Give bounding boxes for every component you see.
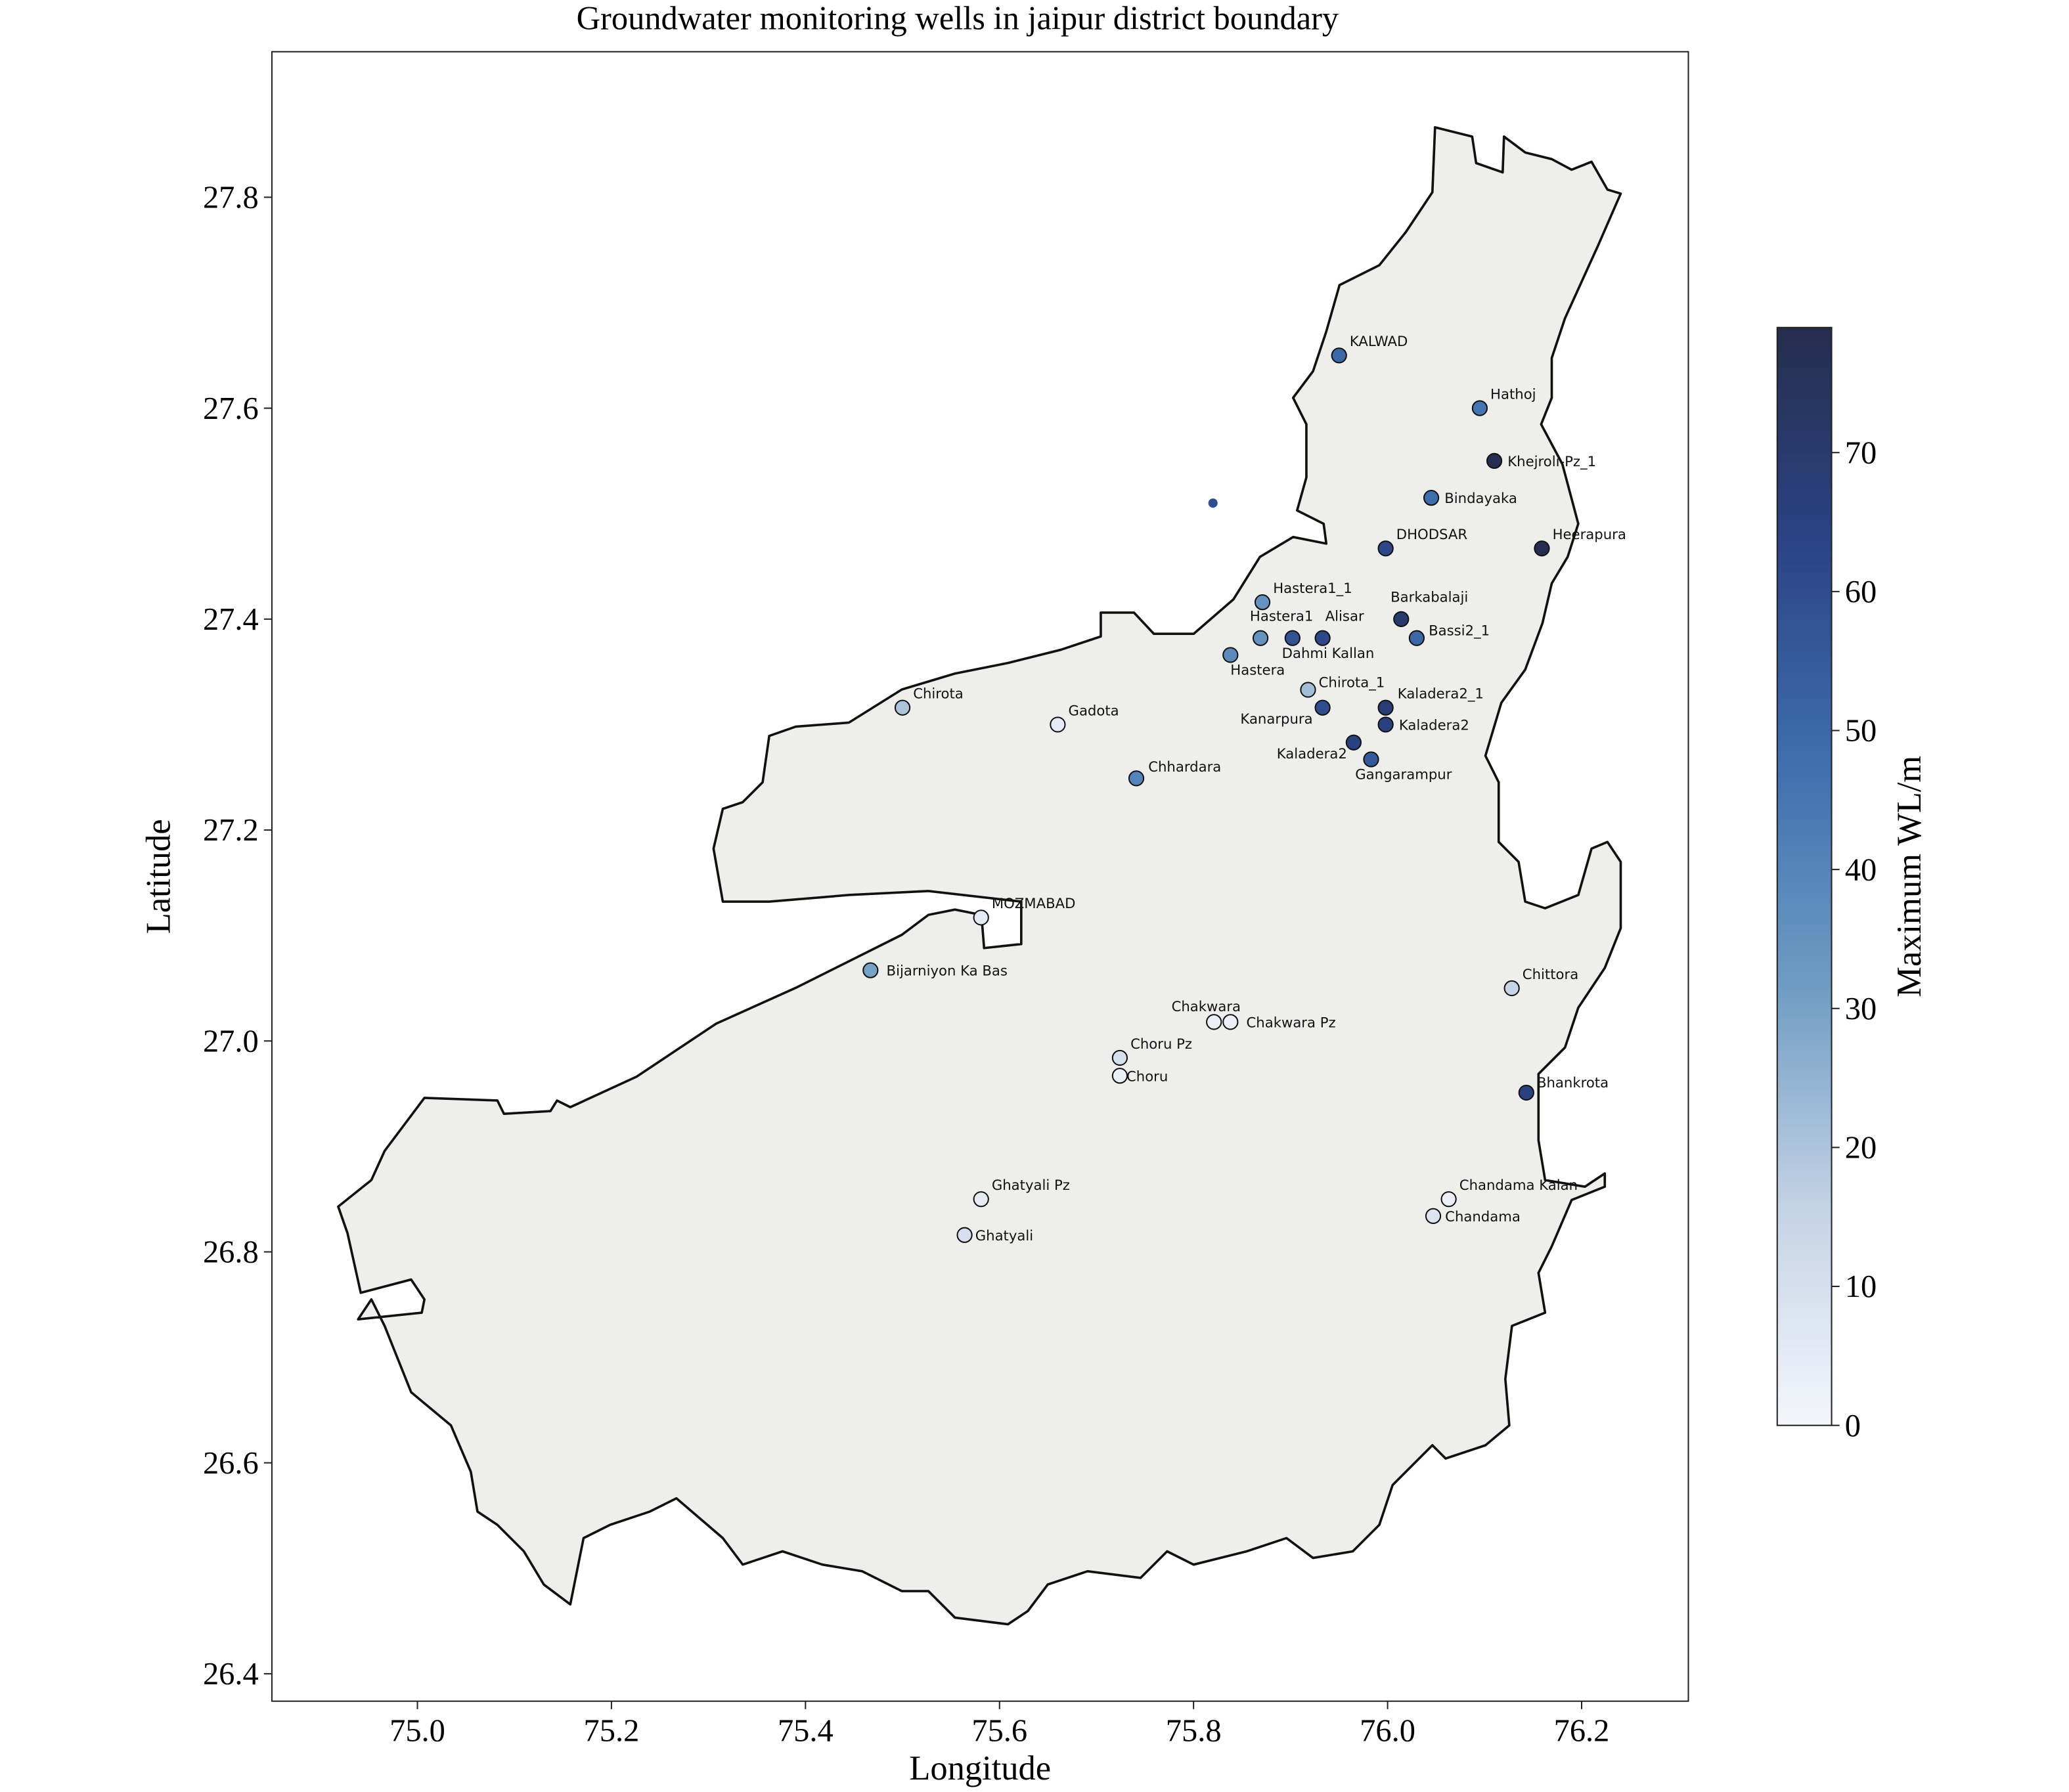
- colorbar-tick-label: 0: [1845, 1409, 1861, 1443]
- chart-title: Groundwater monitoring wells in jaipur d…: [577, 0, 1339, 36]
- well-point: [973, 1191, 989, 1208]
- well-label: Bhankrota: [1537, 1074, 1609, 1091]
- well-label: Chirota: [913, 686, 964, 702]
- well-point: [1425, 1208, 1442, 1224]
- well-point: [862, 962, 879, 978]
- x-tick-label: 76.0: [1360, 1713, 1415, 1748]
- well-point: [1423, 490, 1440, 506]
- well-point: [1208, 498, 1218, 508]
- well-label: Gadota: [1069, 702, 1119, 718]
- well-point: [1222, 647, 1239, 663]
- well-point: [1111, 1049, 1128, 1066]
- colorbar-tick-label: 30: [1845, 992, 1877, 1026]
- well-label: Kanarpura: [1240, 710, 1312, 727]
- x-tick-label: 75.6: [971, 1713, 1027, 1748]
- well-point: [1128, 770, 1145, 787]
- well-label: Choru Pz: [1130, 1036, 1192, 1052]
- well-label: Bindayaka: [1444, 490, 1517, 506]
- well-point: [1111, 1068, 1128, 1084]
- well-point: [1314, 699, 1331, 716]
- well-label: Ghatyali: [975, 1227, 1033, 1244]
- colorbar-tick-label: 40: [1845, 852, 1877, 887]
- well-point: [1284, 630, 1301, 646]
- y-tick-label: 26.8: [203, 1235, 259, 1270]
- well-label: Choru: [1126, 1068, 1168, 1084]
- well-point: [1393, 611, 1410, 627]
- well-label: Khejroli-Pz_1: [1507, 453, 1596, 470]
- y-axis-label: Latitude: [139, 819, 177, 934]
- well-point: [1408, 630, 1425, 646]
- y-tick-label: 26.4: [203, 1657, 259, 1692]
- well-label: Gangarampur: [1355, 766, 1452, 783]
- well-label: Bassi2_1: [1429, 623, 1490, 639]
- well-label: Chhardara: [1148, 758, 1221, 775]
- y-tick-label: 27.4: [203, 602, 259, 637]
- y-tick-label: 26.6: [203, 1446, 259, 1481]
- well-label: Hastera1: [1250, 607, 1313, 624]
- well-point: [1254, 594, 1271, 611]
- well-point: [1252, 630, 1269, 646]
- well-label: Chandama Kalan: [1459, 1177, 1578, 1193]
- x-tick-label: 75.8: [1166, 1713, 1222, 1748]
- colorbar-label: Maximum WL/m: [1890, 756, 1928, 997]
- well-label: Barkabalaji: [1390, 589, 1468, 605]
- well-label: Chakwara: [1172, 998, 1241, 1015]
- well-label: Chandama: [1445, 1208, 1521, 1225]
- well-label: Heerapura: [1553, 526, 1626, 542]
- y-tick-label: 27.6: [203, 391, 259, 426]
- x-tick-label: 75.2: [584, 1713, 640, 1748]
- well-point: [1440, 1191, 1457, 1208]
- well-label: Ghatyali Pz: [992, 1177, 1070, 1193]
- well-label: Kaladera2_1: [1398, 686, 1484, 702]
- x-tick-label: 76.2: [1554, 1713, 1610, 1748]
- well-point: [1314, 630, 1331, 646]
- well-label: MOZMABAD: [992, 895, 1076, 911]
- colorbar-tick-label: 20: [1845, 1131, 1877, 1166]
- well-point: [1345, 734, 1362, 751]
- well-label: Kaladera2: [1399, 717, 1469, 733]
- well-label: Chirota_1: [1319, 674, 1385, 690]
- x-tick-label: 75.4: [778, 1713, 834, 1748]
- colorbar-tick-label: 60: [1845, 575, 1877, 609]
- colorbar-tick-label: 70: [1845, 435, 1877, 470]
- x-tick-label: 75.0: [389, 1713, 445, 1748]
- y-tick-label: 27.0: [203, 1024, 259, 1059]
- well-label: Alisar: [1325, 607, 1364, 624]
- well-point: [1486, 452, 1503, 470]
- well-point: [1377, 540, 1394, 557]
- well-point: [1377, 716, 1394, 733]
- well-label: Hastera: [1230, 662, 1285, 678]
- well-point: [1518, 1084, 1534, 1101]
- well-label: Hathoj: [1490, 385, 1536, 402]
- well-point: [1222, 1014, 1239, 1030]
- y-tick-label: 27.8: [203, 181, 259, 215]
- well-point: [1300, 682, 1316, 698]
- colorbar: [1776, 326, 1833, 1426]
- well-point: [973, 909, 989, 926]
- colorbar-tick-label: 50: [1845, 714, 1877, 749]
- well-label: KALWAD: [1350, 333, 1408, 349]
- well-label: Chittora: [1523, 966, 1578, 982]
- well-point: [1534, 540, 1550, 557]
- well-label: Hastera1_1: [1273, 580, 1352, 596]
- well-point: [1206, 1014, 1222, 1030]
- well-point: [1331, 347, 1347, 364]
- well-label: Kaladera2: [1277, 745, 1347, 762]
- well-point: [1363, 751, 1379, 768]
- colorbar-tick-label: 10: [1845, 1269, 1877, 1304]
- y-tick-label: 27.2: [203, 813, 259, 848]
- well-label: Chakwara Pz: [1247, 1014, 1336, 1030]
- well-point: [1471, 400, 1488, 416]
- well-point: [1377, 699, 1394, 716]
- well-label: Bijarniyon Ka Bas: [887, 963, 1008, 979]
- well-point: [956, 1227, 973, 1243]
- well-label: DHODSAR: [1396, 526, 1468, 542]
- well-point: [894, 699, 911, 716]
- x-axis-label: Longitude: [909, 1749, 1051, 1787]
- well-label: Dahmi Kallan: [1282, 645, 1375, 661]
- district-boundary: [337, 126, 1622, 1626]
- well-point: [1050, 716, 1066, 733]
- well-point: [1503, 980, 1520, 997]
